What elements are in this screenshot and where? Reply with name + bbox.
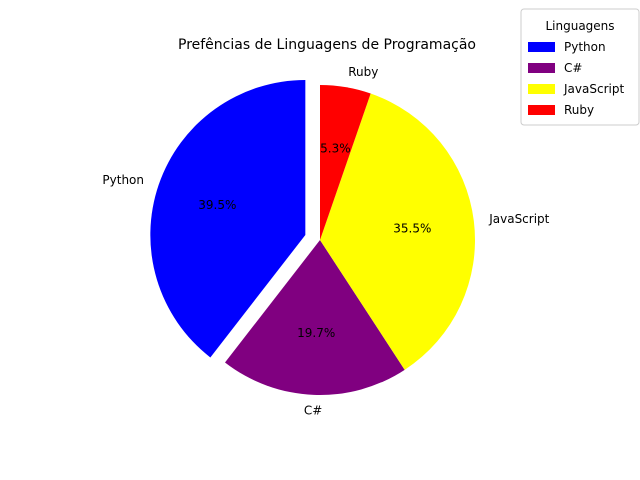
chart-title: Prefências de Linguagens de Programação [178,37,476,53]
legend-swatch-ruby [528,105,555,115]
slice-labels: Python C# JavaScript Ruby [102,65,549,417]
legend: Linguagens Python C# JavaScript Ruby [520,8,640,126]
legend-label-python: Python [564,40,606,54]
slice-percent-javascript: 35.5% [393,222,431,236]
legend-swatch-c [528,63,555,73]
slice-percent-python: 39.5% [198,198,236,212]
slice-label-ruby: Ruby [348,65,378,79]
legend-swatch-javascript [528,84,555,94]
slice-percent-c: 19.7% [297,326,335,340]
slice-label-c: C# [304,403,322,417]
percent-labels: 39.5% 19.7% 35.5% 5.3% [198,141,431,340]
pie-slices [150,79,475,395]
slice-label-javascript: JavaScript [488,212,549,226]
legend-label-c: C# [564,61,582,75]
pie-slice-python [150,79,306,358]
legend-title: Linguagens [545,19,614,33]
slice-percent-ruby: 5.3% [320,141,351,155]
slice-label-python: Python [102,173,144,187]
legend-frame [520,8,640,126]
legend-items: Python C# JavaScript Ruby [528,40,624,117]
pie-slice-javascript [320,93,475,370]
legend-label-ruby: Ruby [564,103,594,117]
legend-swatch-python [528,42,555,52]
pie-slice-ruby [320,85,371,240]
legend-label-javascript: JavaScript [563,82,624,96]
pie-slice-c [224,240,405,395]
